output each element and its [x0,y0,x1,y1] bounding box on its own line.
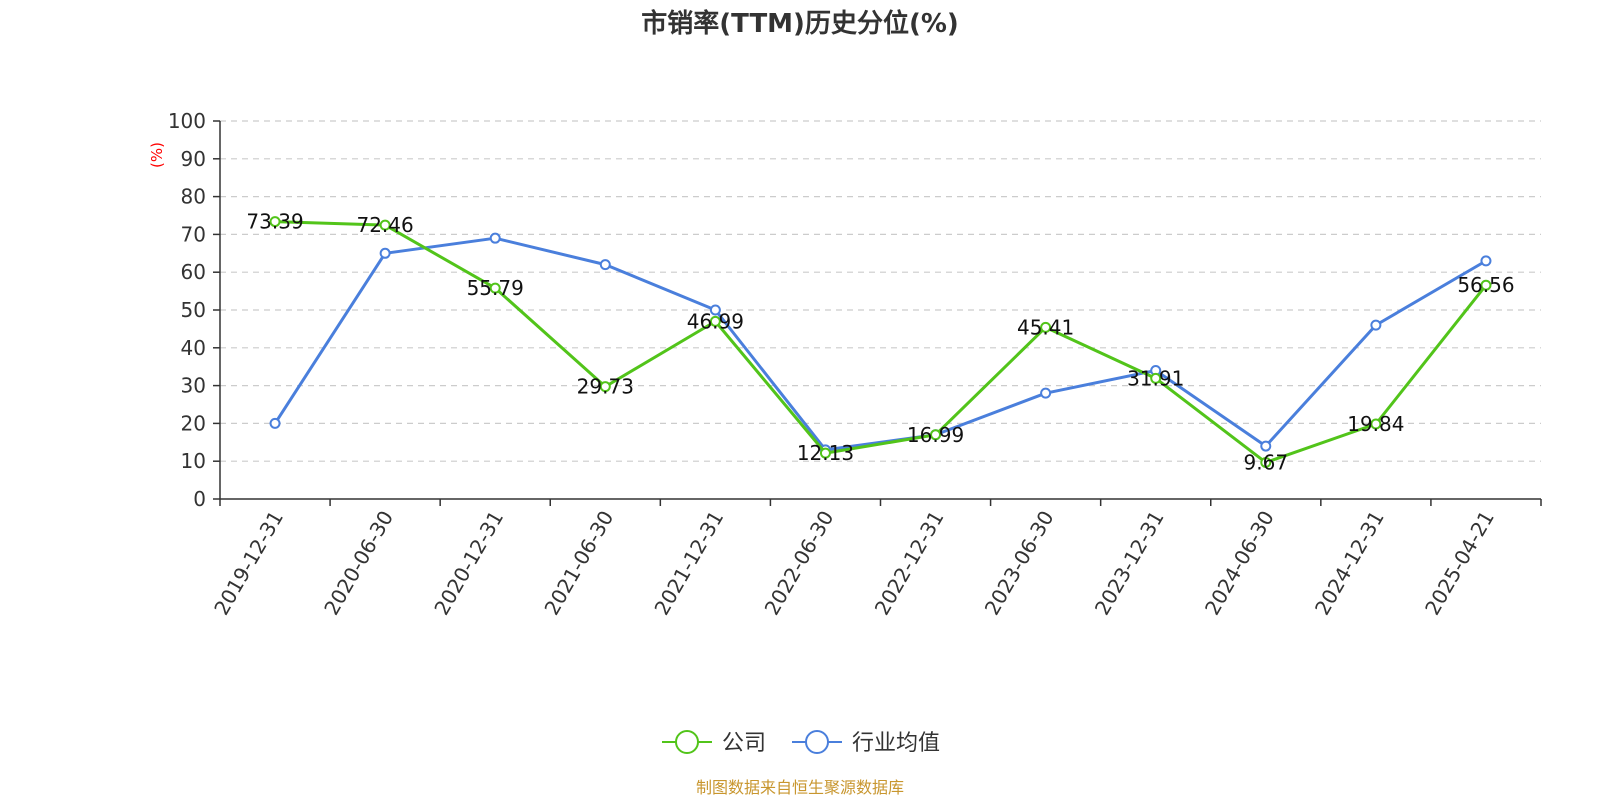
y-tick-label: 30 [181,374,206,398]
data-point [709,315,721,327]
data-label: 9.67 [1244,450,1289,474]
data-label: 56.56 [1457,273,1514,297]
y-tick-label: 70 [181,222,206,246]
data-label: 55.79 [467,276,524,300]
data-point [1260,440,1272,452]
legend-marker [675,730,699,754]
legend-label: 公司 [722,731,766,756]
data-point [599,381,611,393]
y-tick-label: 40 [181,336,206,360]
legend-item[interactable]: 公司 [662,730,766,756]
y-tick-label: 0 [193,487,206,511]
x-tick-label: 2019-12-31 [209,507,288,620]
data-point [1040,321,1052,333]
data-point [1370,319,1382,331]
y-tick-label: 80 [181,185,206,209]
x-tick-label: 2020-06-30 [319,507,398,620]
y-tick-label: 100 [168,109,206,133]
chart-title: 市销率(TTM)历史分位(%) [641,8,959,39]
x-tick-label: 2020-12-31 [429,507,508,620]
data-label: 19.84 [1347,412,1404,436]
series-lines [269,216,1492,468]
data-point [819,447,831,459]
data-point [709,304,721,316]
x-tick-label: 2021-12-31 [649,507,728,620]
data-label: 16.99 [907,423,964,447]
data-point [1150,372,1162,384]
x-tick-label: 2024-06-30 [1200,507,1279,620]
data-point [930,429,942,441]
y-tick-label: 10 [181,449,206,473]
data-point [489,282,501,294]
series-line [273,236,1487,452]
x-tick-label: 2022-12-31 [870,507,949,620]
x-tick-label: 2022-06-30 [760,507,839,620]
data-point [1480,279,1492,291]
y-tick-label: 90 [181,147,206,171]
legend: 公司 行业均值 [662,730,940,756]
x-tick-label: 2025-04-21 [1420,507,1499,620]
data-point [379,219,391,231]
data-label: 46.99 [687,309,744,333]
x-tick-label: 2023-06-30 [980,507,1059,620]
data-label: 45.41 [1017,315,1074,339]
data-point [1260,456,1272,468]
grid-lines [220,120,1541,462]
data-point [269,216,281,228]
data-point [599,259,611,271]
data-label: 73.39 [246,210,303,234]
y-tick-label: 60 [181,260,206,284]
data-label: 29.73 [577,375,634,399]
source-note: 制图数据来自恒生聚源数据库 [696,778,904,797]
legend-label: 行业均值 [852,731,940,756]
axes: 0 10 20 30 40 50 60 70 80 90 100 2019-12-31 2020-06-… [168,109,1542,620]
data-point [1040,387,1052,399]
y-tick-label: 20 [181,411,206,435]
data-point [1480,255,1492,267]
legend-item[interactable]: 行业均值 [792,730,940,756]
legend-marker [805,730,829,754]
x-tick-label: 2021-06-30 [539,507,618,620]
data-point [379,247,391,259]
series-line [274,220,1488,464]
y-tick-label: 50 [181,298,206,322]
x-tick-label: 2024-12-31 [1310,507,1389,620]
data-label: 72.46 [356,213,413,237]
data-label: 12.13 [797,441,854,465]
data-point [269,417,281,429]
data-point [1370,418,1382,430]
data-point [489,232,501,244]
x-tick-label: 2023-12-31 [1090,507,1169,620]
y-axis-unit-label: (%) [148,142,166,168]
data-label: 31.91 [1127,366,1184,390]
data-labels: 73.39 72.46 55.79 29.73 46.99 12.13 16.99 45.41… [246,210,1514,475]
